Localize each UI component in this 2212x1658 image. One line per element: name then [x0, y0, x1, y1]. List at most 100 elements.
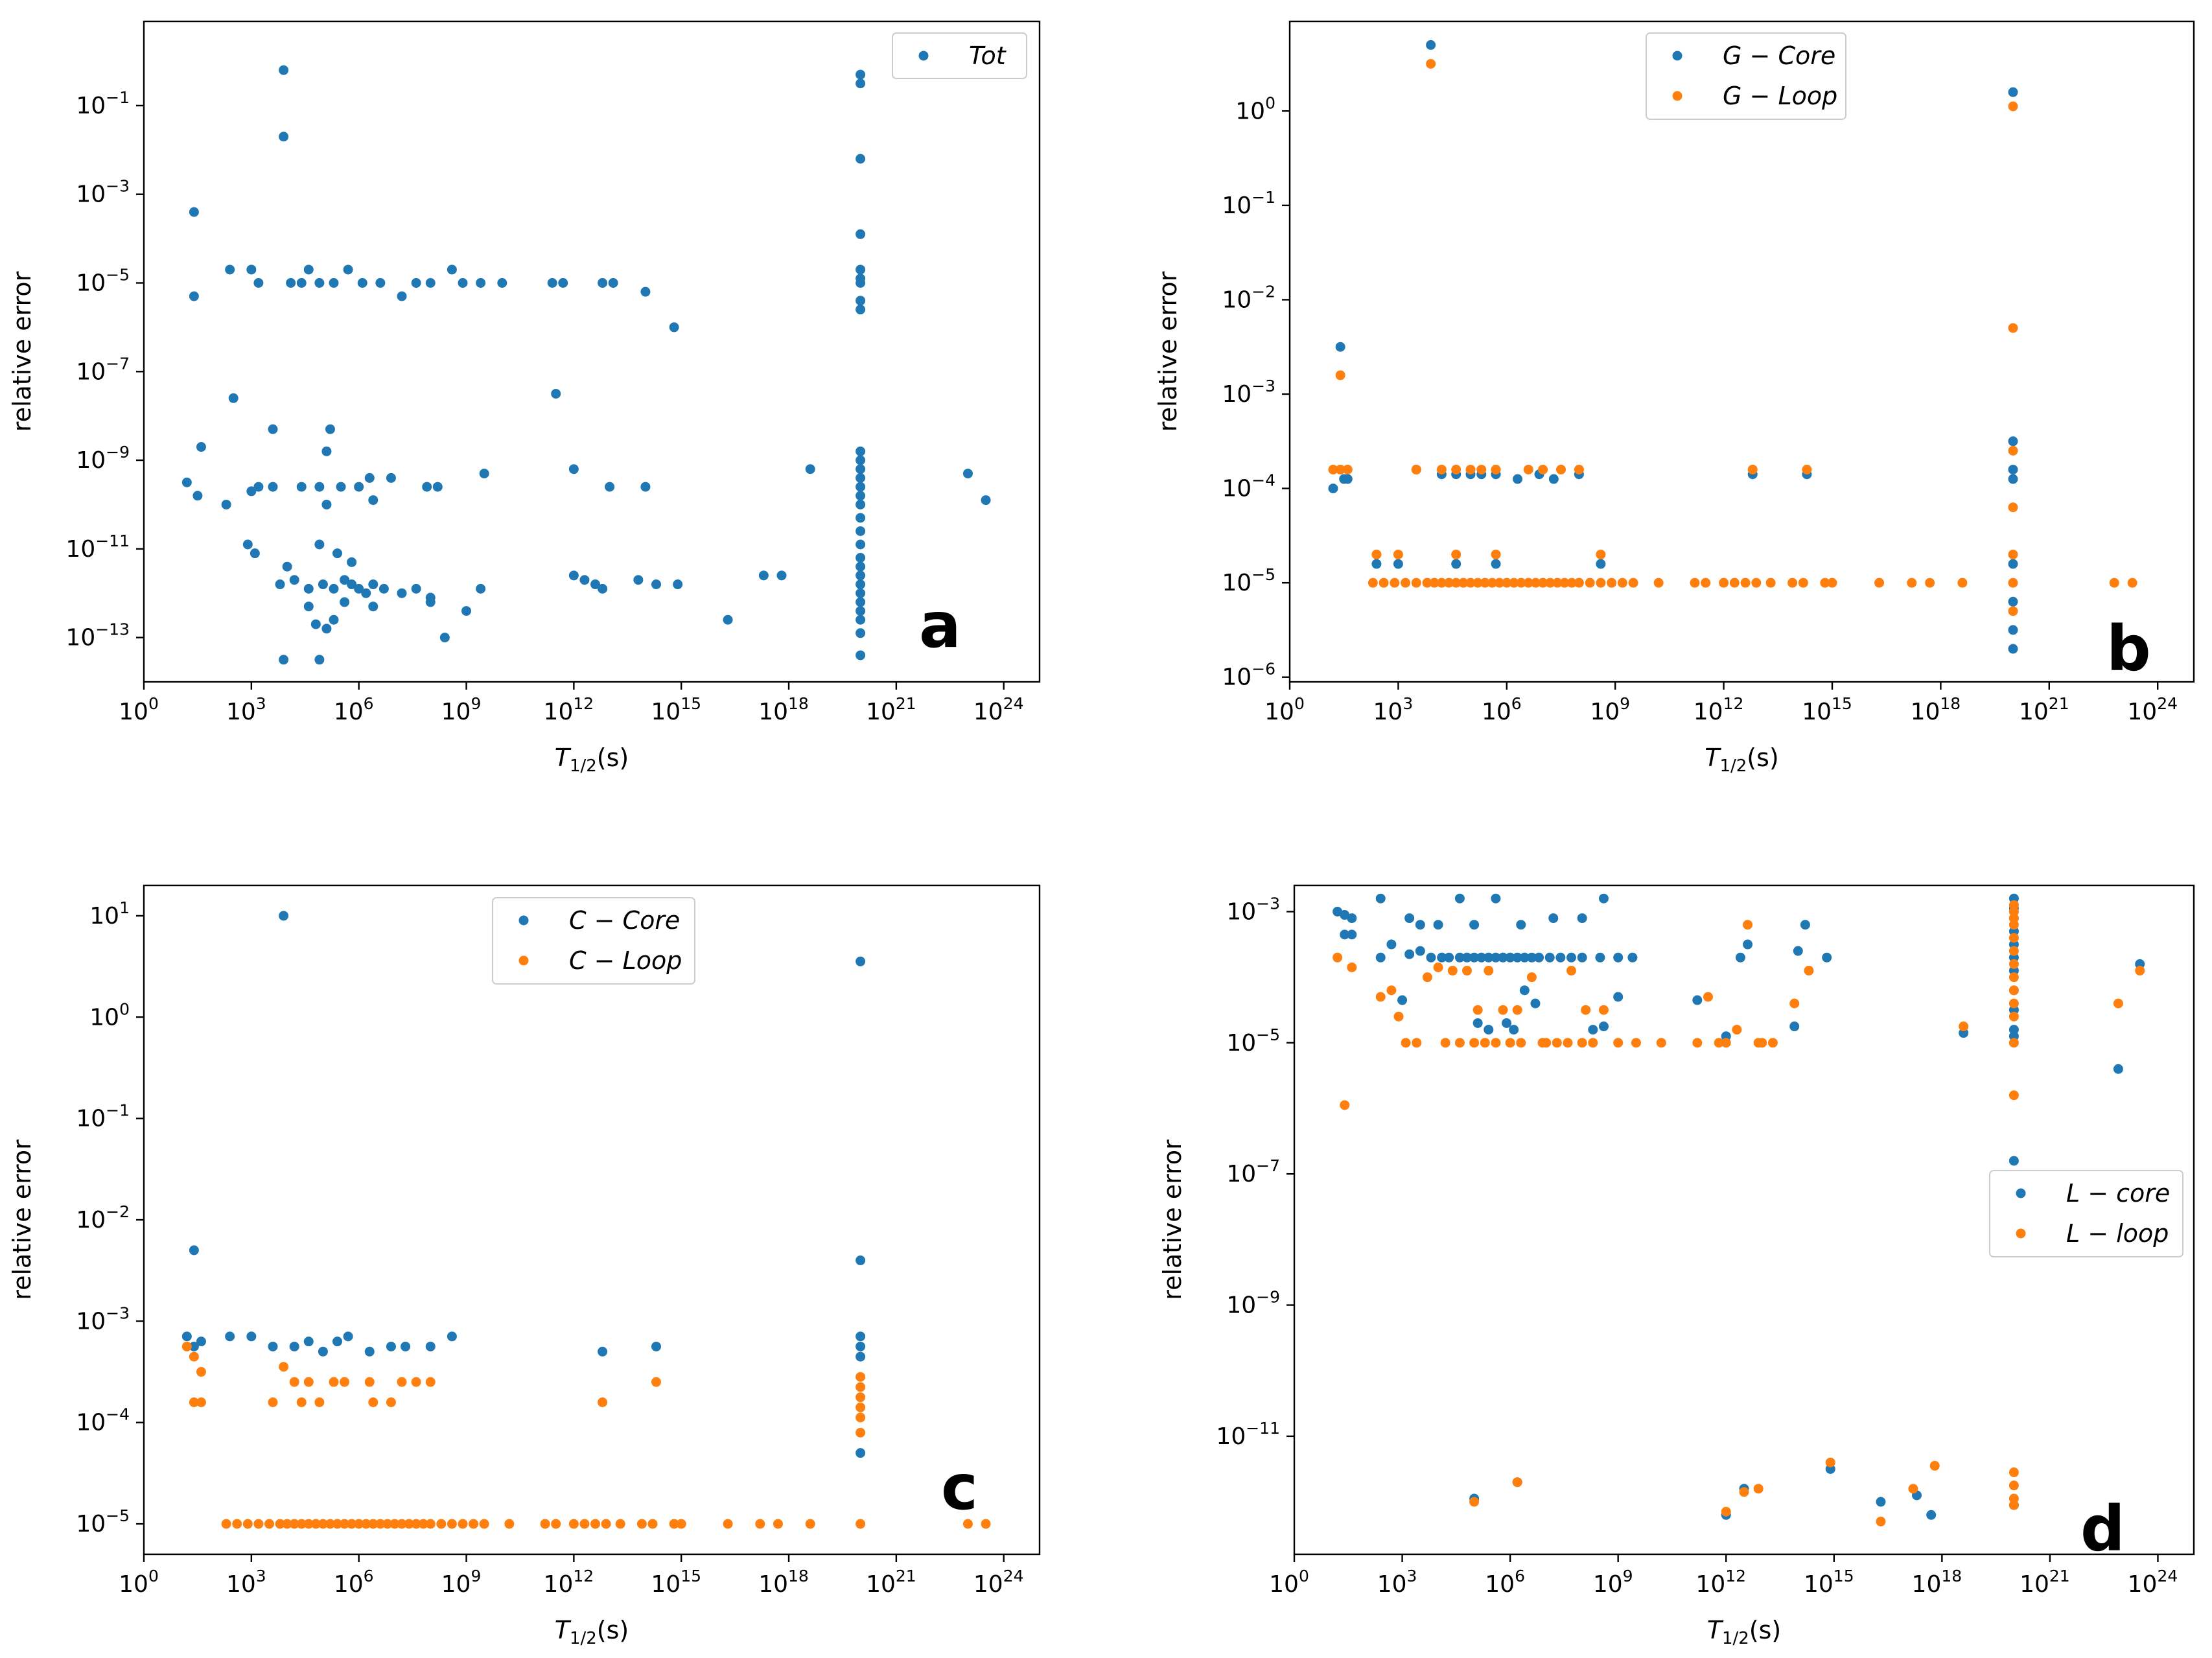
data-point — [1447, 966, 1458, 976]
data-point — [303, 1377, 314, 1387]
data-point — [1484, 1025, 1494, 1035]
data-point — [1422, 578, 1432, 588]
data-point — [253, 277, 264, 288]
data-point — [397, 1377, 407, 1387]
data-point — [856, 446, 866, 456]
panel-letter: c — [941, 1451, 978, 1524]
data-point — [329, 277, 339, 288]
data-point — [1596, 559, 1606, 569]
y-tick-label: 10−11 — [1216, 1419, 1280, 1450]
data-point — [1721, 1506, 1731, 1517]
x-tick-label: 100 — [119, 694, 159, 725]
y-tick-label: 10−11 — [65, 531, 130, 563]
data-point — [1516, 1038, 1526, 1048]
y-tick-label: 10−3 — [76, 1303, 130, 1335]
data-point — [856, 1341, 866, 1351]
data-point — [279, 911, 289, 921]
data-point — [2008, 101, 2018, 111]
data-point — [856, 956, 866, 966]
data-point — [347, 557, 357, 567]
data-point — [1451, 464, 1461, 474]
legend: G − Core G − Loop — [1646, 32, 1846, 120]
data-point — [386, 1341, 396, 1351]
x-tick-label: 106 — [334, 1567, 374, 1598]
data-point — [1703, 992, 1713, 1002]
data-point — [1484, 966, 1494, 976]
data-point — [378, 583, 389, 594]
data-point — [669, 1519, 679, 1529]
data-point — [1454, 893, 1465, 904]
data-point — [242, 1519, 253, 1529]
data-point — [375, 277, 386, 288]
data-point — [633, 575, 644, 585]
data-point — [504, 1519, 515, 1529]
data-point — [422, 482, 432, 492]
data-point — [856, 614, 866, 625]
data-point — [1437, 952, 1447, 963]
data-point — [676, 1519, 686, 1529]
data-point — [1574, 464, 1584, 474]
data-point — [286, 277, 296, 288]
data-point — [1613, 1038, 1624, 1048]
data-point — [1541, 1038, 1552, 1048]
data-point — [1907, 578, 1917, 588]
y-tick-label: 10−9 — [1226, 1288, 1280, 1319]
data-point — [1444, 578, 1454, 588]
data-point — [1429, 578, 1439, 588]
data-point — [1386, 939, 1397, 950]
data-point — [1714, 1038, 1724, 1048]
data-point — [651, 1377, 662, 1387]
data-point — [329, 1377, 339, 1387]
data-point — [1804, 966, 1814, 976]
data-point — [1765, 578, 1776, 588]
data-point — [1333, 952, 1343, 963]
data-point — [856, 305, 866, 315]
data-point — [411, 1377, 421, 1387]
data-point — [296, 277, 307, 288]
data-point — [1800, 920, 1810, 930]
x-tick-label: 100 — [119, 1567, 159, 1598]
data-point — [1473, 1018, 1483, 1028]
data-point — [1729, 578, 1740, 588]
data-point — [856, 606, 866, 616]
data-point — [1480, 578, 1490, 588]
data-point — [723, 1519, 733, 1529]
data-point — [723, 614, 733, 625]
data-point — [2008, 323, 2018, 333]
panel-letter: a — [919, 589, 961, 662]
data-point — [1793, 946, 1803, 956]
data-point — [404, 1519, 414, 1529]
x-tick-label: 1021 — [866, 694, 916, 725]
data-point — [303, 601, 314, 612]
data-point — [461, 606, 472, 616]
data-point — [856, 526, 866, 536]
data-point — [1513, 474, 1523, 484]
data-point — [289, 575, 299, 585]
data-point — [776, 570, 787, 581]
legend-label: L − core — [2066, 1179, 2170, 1208]
x-tick-label: 1012 — [544, 1567, 594, 1598]
data-point — [2008, 959, 2019, 969]
data-point — [1480, 1038, 1490, 1048]
data-point — [321, 446, 332, 456]
x-tick-label: 106 — [1485, 1567, 1525, 1598]
data-point — [598, 1346, 608, 1357]
data-point — [1465, 464, 1476, 474]
data-point — [1461, 966, 1472, 976]
data-point — [2127, 578, 2137, 588]
data-point — [325, 424, 335, 434]
data-point — [1487, 578, 1497, 588]
data-point — [1757, 1038, 1767, 1048]
y-tick-label: 10−13 — [65, 620, 130, 651]
data-point — [2008, 985, 2019, 996]
data-point — [1451, 578, 1461, 588]
data-point — [1692, 995, 1703, 1005]
data-point — [458, 1519, 468, 1529]
data-point — [228, 393, 239, 403]
y-tick-label: 10−5 — [1226, 1025, 1280, 1057]
y-tick-label: 10−4 — [1222, 471, 1275, 502]
data-point — [329, 583, 339, 594]
data-point — [1787, 578, 1798, 588]
data-point — [1454, 1038, 1465, 1048]
data-point — [1959, 1022, 1969, 1032]
